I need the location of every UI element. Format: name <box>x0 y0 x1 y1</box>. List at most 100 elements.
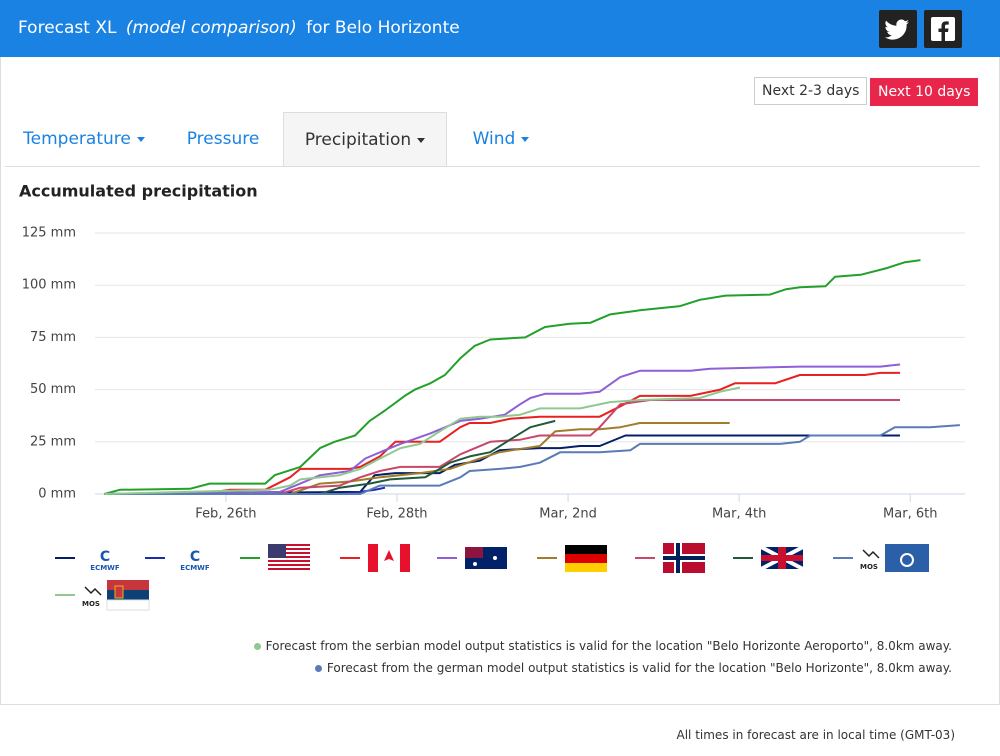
legend-icon <box>760 545 804 571</box>
chart: Accumulated precipitation 0 mm 25 mm 50 mm… <box>19 182 965 611</box>
flag-cross <box>663 556 705 560</box>
flag-bar <box>106 599 150 611</box>
x-tick-label: Feb, 28th <box>366 507 427 522</box>
note: Forecast from the german model output st… <box>314 661 952 675</box>
legend-item <box>340 544 410 572</box>
series-line <box>104 371 900 495</box>
x-tick-label: Mar, 2nd <box>539 507 597 522</box>
tab-label: Temperature <box>23 129 131 149</box>
flag-bar <box>400 544 410 572</box>
facebook-icon <box>931 17 955 41</box>
legend-icon <box>84 580 150 611</box>
y-tick-label: 50 mm <box>30 382 76 397</box>
legend-icon <box>268 544 310 570</box>
series-line <box>104 419 556 495</box>
flag-bar <box>368 544 378 572</box>
series-line <box>104 399 900 495</box>
legend-icon <box>862 544 929 572</box>
flag-stripe <box>268 556 310 558</box>
flag-stripe <box>268 568 310 570</box>
flag-stripe <box>268 552 310 554</box>
legend-icon <box>368 544 410 572</box>
tab-label: Wind <box>472 129 516 149</box>
flag-stripe <box>268 548 310 550</box>
flag-stripe <box>268 544 310 546</box>
legend-item: MOS <box>55 580 150 611</box>
caret <box>417 137 426 143</box>
flag-bar <box>565 554 607 563</box>
caret <box>521 136 530 142</box>
chart-title: Accumulated precipitation <box>19 182 258 201</box>
legend-label: ECMWF <box>180 564 210 572</box>
footer-note: All times in forecast are in local time … <box>676 728 955 742</box>
twitter-icon <box>885 19 909 40</box>
legend-icon <box>663 543 705 573</box>
flag-canton <box>268 544 286 558</box>
y-tick-label: 75 mm <box>30 330 76 345</box>
note-text: Forecast from the german model output st… <box>326 661 952 675</box>
flag-star <box>493 556 497 560</box>
dwd-swirl <box>900 553 914 567</box>
title-part: for Belo Horizonte <box>306 18 460 38</box>
flag-stripe <box>268 564 310 566</box>
y-tick-label: 100 mm <box>22 278 76 293</box>
twitter-button[interactable] <box>879 10 917 48</box>
series-line <box>104 386 741 495</box>
legend-label: ECMWF <box>90 564 120 572</box>
legend-icon <box>565 545 607 572</box>
tab[interactable]: Wind <box>461 112 541 166</box>
note-dot <box>314 665 322 672</box>
flag-stripe <box>268 560 310 562</box>
flag-uk <box>465 547 483 558</box>
facebook-button[interactable] <box>924 10 962 48</box>
flag-bar <box>565 563 607 572</box>
legend-item <box>733 545 804 571</box>
tab[interactable]: Pressure <box>175 112 271 166</box>
x-tick-label: Mar, 6th <box>883 507 937 522</box>
header-bar: Forecast XL (model comparison) for Belo … <box>0 0 1000 57</box>
tab-label: Pressure <box>186 129 260 149</box>
caret <box>136 136 145 142</box>
tab[interactable]: Temperature <box>19 112 149 166</box>
flag-bar <box>565 545 607 554</box>
series-line <box>104 422 730 495</box>
legend-item <box>437 547 507 569</box>
flag-leaf <box>384 550 394 561</box>
series-line <box>104 259 921 495</box>
x-tick-label: Feb, 26th <box>195 507 256 522</box>
legend-icon: C <box>190 549 200 565</box>
series-line <box>104 363 901 495</box>
logo-text: C <box>190 549 200 565</box>
dwd-bg <box>885 544 929 572</box>
title-part: Forecast XL <box>18 18 117 38</box>
legend-item <box>537 545 607 572</box>
y-tick-label: 0 mm <box>38 487 76 502</box>
title-part: (model comparison) <box>125 18 297 38</box>
next-3-days-button[interactable]: Next 2-3 days <box>754 77 868 105</box>
logo-text: C <box>100 549 110 565</box>
legend-item <box>240 544 310 570</box>
legend-icon <box>465 547 507 569</box>
legend-item: MOS <box>833 544 929 572</box>
tab-bar: Temperature Pressure Precipitation Wind <box>5 112 980 167</box>
tab-active[interactable]: Precipitation <box>283 112 447 166</box>
next-10-days-button[interactable]: Next 10 days <box>870 78 979 106</box>
flag-emblem <box>114 585 124 599</box>
mos-icon <box>862 549 880 559</box>
series-line <box>104 434 900 495</box>
y-tick-label: 25 mm <box>30 434 76 449</box>
flag-bar <box>107 580 149 590</box>
x-tick-label: Mar, 4th <box>712 507 766 522</box>
flag-cross <box>761 555 803 561</box>
legend-item <box>635 543 705 573</box>
header-title: Forecast XL (model comparison) for Belo … <box>18 18 460 38</box>
note-dot <box>253 643 261 650</box>
flag-star <box>473 562 477 566</box>
tab-label: Precipitation <box>304 130 412 150</box>
legend-label: MOS <box>860 563 878 571</box>
legend-icon: C <box>100 549 110 565</box>
note: Forecast from the serbian model output s… <box>253 639 952 653</box>
flag-bar <box>107 590 149 600</box>
